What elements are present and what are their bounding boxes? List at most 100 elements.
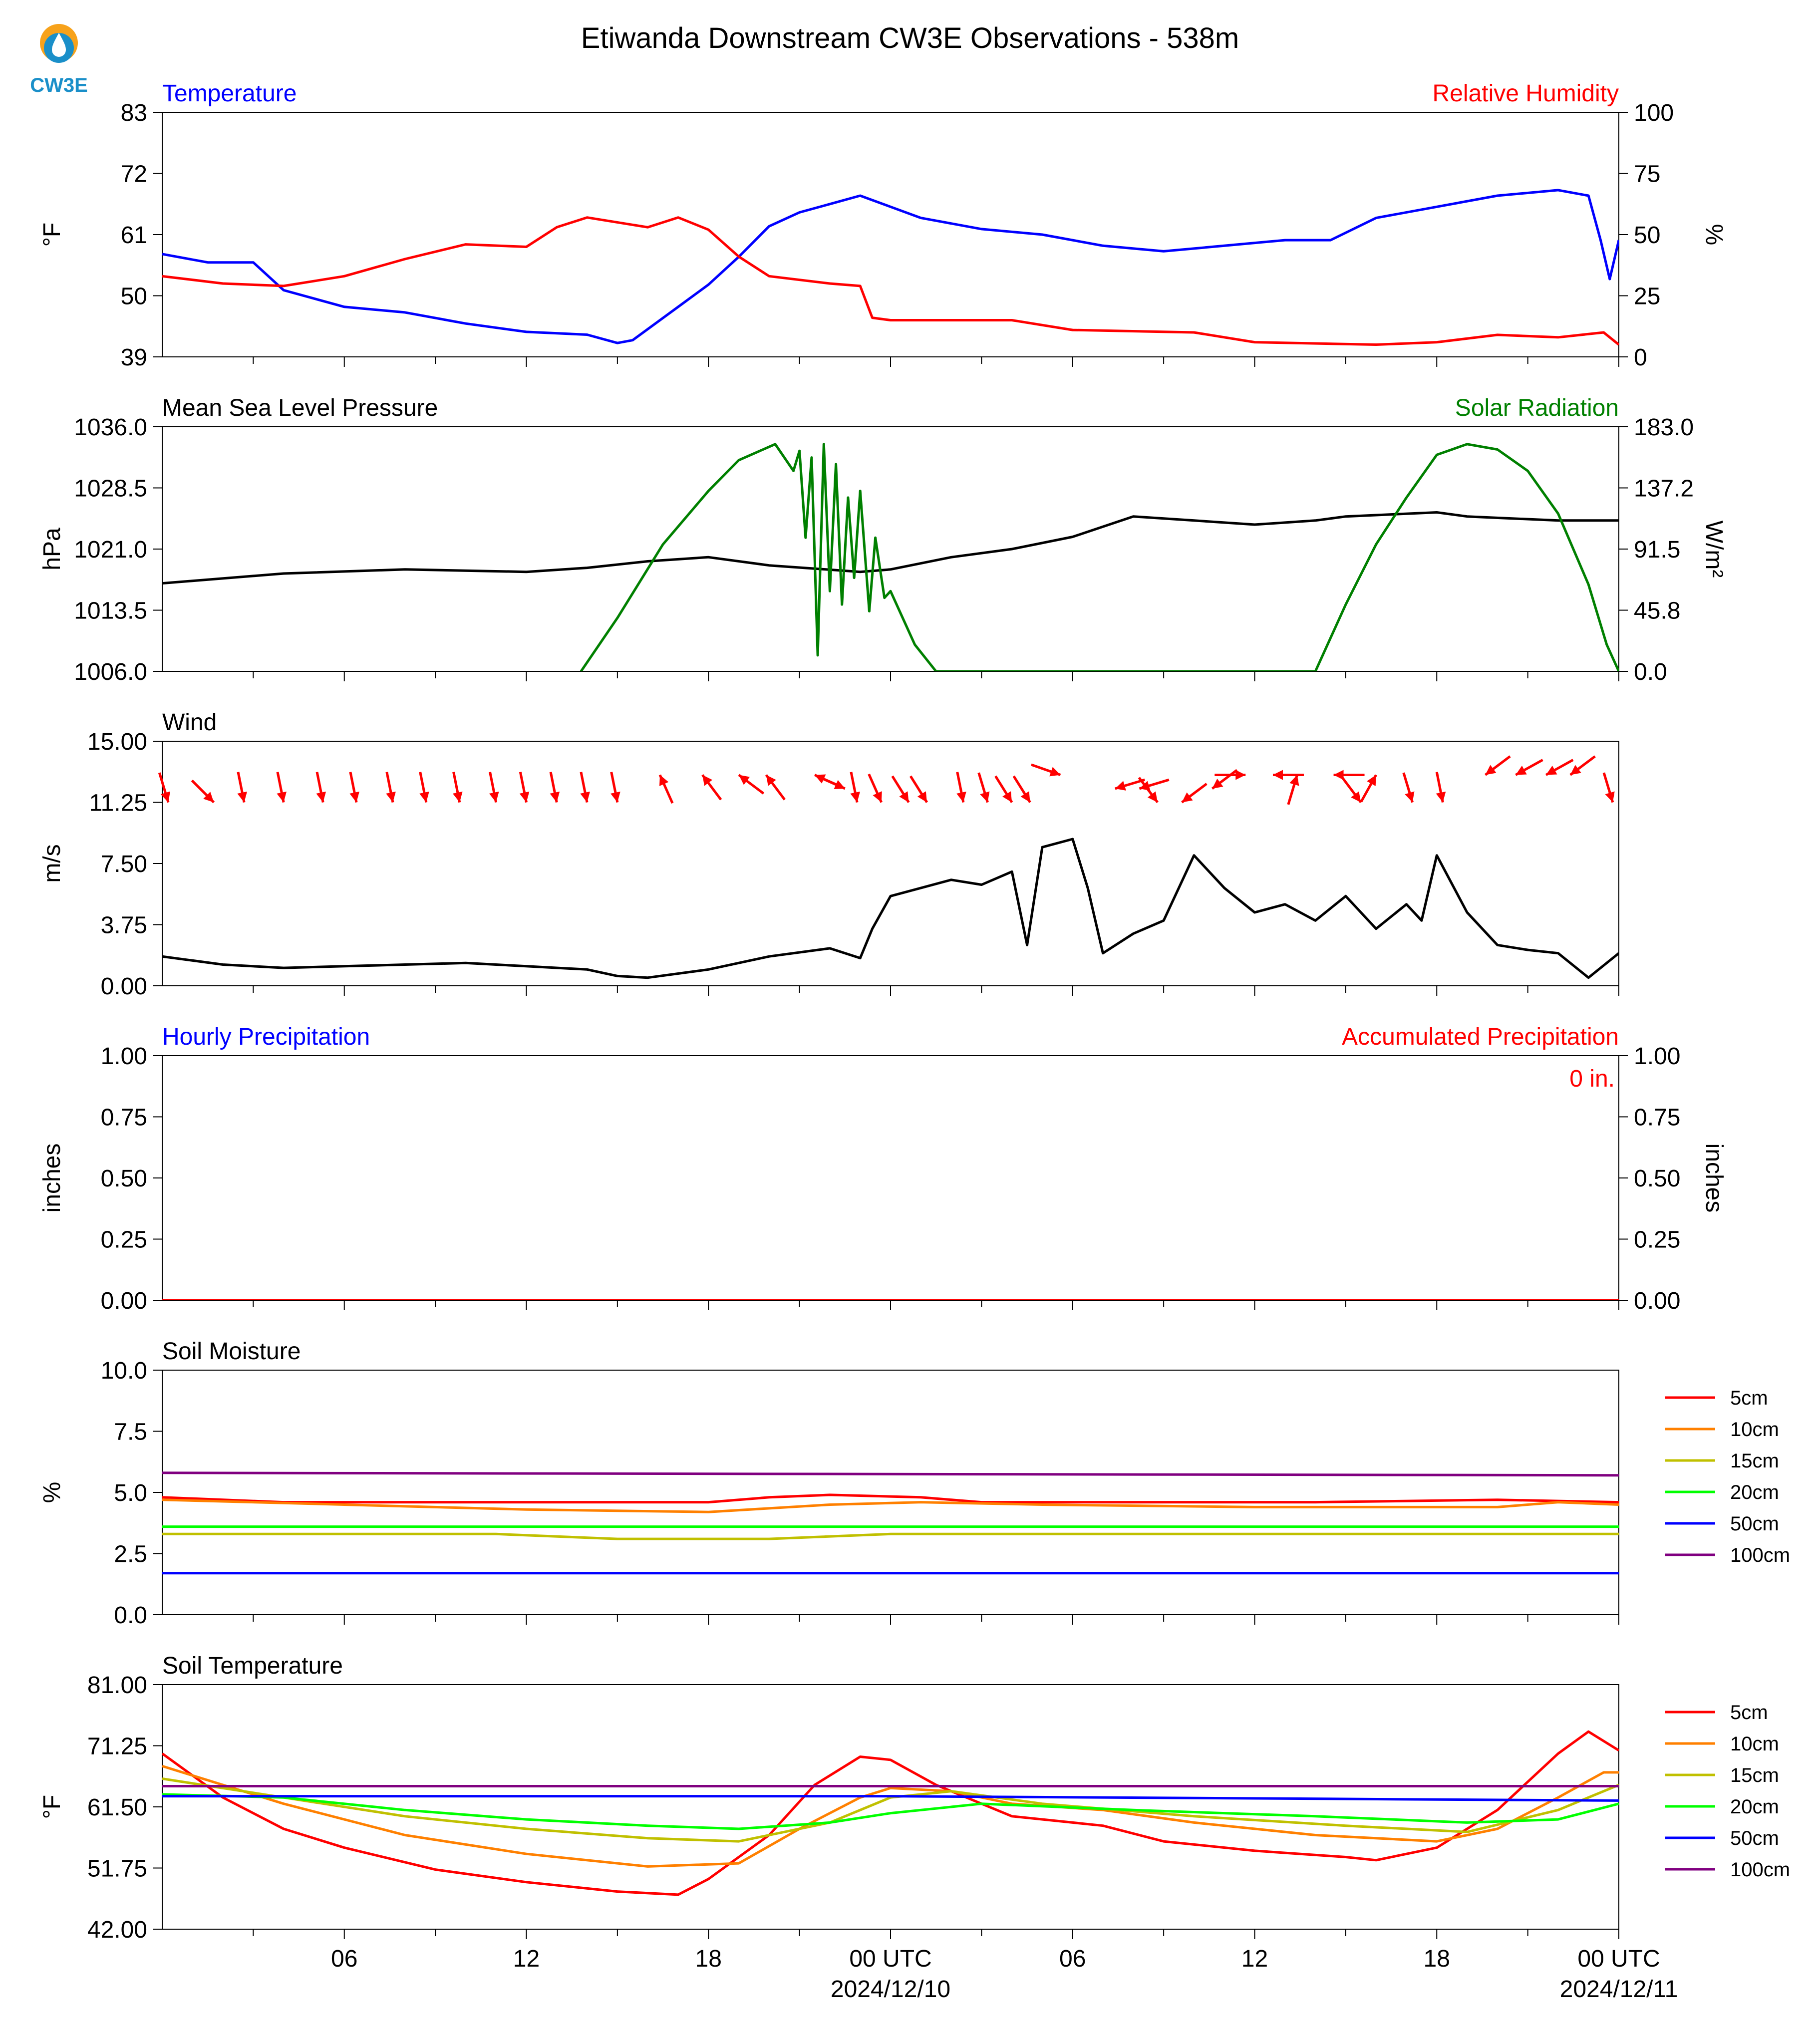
y2-tick-label: 45.8: [1634, 598, 1680, 624]
y-tick-label: 1021.0: [74, 537, 147, 563]
legend-label: 10cm: [1730, 1419, 1779, 1441]
wind-arrow-head: [580, 791, 590, 803]
wind-arrow-head: [1333, 770, 1344, 780]
wind-arrow: [1360, 774, 1377, 803]
wind-arrow-head: [550, 791, 560, 803]
y2-tick-label: 0: [1634, 344, 1647, 371]
wind-arrow-head: [419, 791, 429, 803]
y-tick-label: 7.5: [114, 1419, 147, 1446]
x-tick-label: 06: [331, 1946, 357, 1972]
y-tick-label: 3.75: [101, 912, 147, 939]
y-tick-label: 61.50: [87, 1794, 147, 1821]
series-group: [162, 838, 1619, 979]
legend-label: 20cm: [1730, 1796, 1779, 1818]
y-tick-label: 72: [121, 161, 147, 188]
wind-arrow: [549, 772, 560, 803]
wind-arrow: [1341, 777, 1362, 803]
wind-arrow-head: [702, 775, 713, 786]
wind-arrow-head: [1020, 791, 1030, 803]
wind-arrow: [1031, 763, 1061, 777]
wind-arrow-head: [1436, 791, 1446, 803]
series-line-temperature: [162, 189, 1619, 344]
x-tick-label: 12: [513, 1946, 540, 1972]
wind-arrow: [765, 774, 786, 801]
wind-arrow-head: [1212, 779, 1223, 789]
wind-arrow-head: [1272, 770, 1283, 780]
series-line-15cm: [162, 1532, 1619, 1540]
wind-arrow: [738, 774, 765, 795]
y-tick-label: 1028.5: [74, 476, 147, 502]
series-line-relative-humidity: [162, 216, 1619, 346]
wind-arrow: [1211, 769, 1238, 790]
wind-arrow-head: [237, 791, 248, 803]
panel-right-title: Accumulated Precipitation: [1342, 1024, 1619, 1050]
series-group: [162, 1471, 1619, 1575]
series-line-5cm: [162, 1730, 1619, 1896]
wind-arrow: [1012, 775, 1031, 803]
wind-arrow-head: [766, 775, 776, 786]
series-group: [162, 189, 1619, 346]
panel-left-title: Soil Temperature: [162, 1653, 343, 1679]
y2-tick-label: 0.25: [1634, 1227, 1680, 1253]
y-axis-label: inches: [39, 1144, 65, 1213]
y-tick-label: 1.00: [101, 1043, 147, 1070]
y2-tick-label: 75: [1634, 161, 1660, 188]
wind-arrow-head: [850, 791, 861, 803]
panel-3: Wind 0.00 3.75 7.50 11.25 15.00 m/s: [39, 709, 1619, 1000]
panel-left-title: Wind: [162, 709, 217, 736]
y2-tick-label: 100: [1634, 100, 1674, 126]
wind-arrow: [1435, 772, 1446, 803]
series-group: [162, 443, 1619, 671]
y2-tick-label: 0.00: [1634, 1288, 1680, 1314]
wind-arrow-head: [349, 791, 359, 803]
wind-arrow-head: [1182, 792, 1193, 803]
legend-label: 5cm: [1730, 1387, 1768, 1409]
y-tick-label: 51.75: [87, 1856, 147, 1882]
panel-left-title: Temperature: [162, 80, 297, 107]
cw3e-logo: CW3E: [30, 24, 88, 96]
wind-arrow: [994, 775, 1013, 803]
x-axis-labels: 06 12 18 00 UTC 2024/12/10 06 12 18 00 UTC 2024/1…: [331, 1946, 1678, 2003]
series-line-wind-speed: [162, 838, 1619, 979]
wind-arrow-head: [160, 791, 170, 803]
y-tick-label: 5.0: [114, 1480, 147, 1506]
y-tick-label: 61: [121, 222, 147, 249]
wind-arrow-head: [316, 791, 326, 803]
panel-4: Hourly Precipitation Accumulated Precipit…: [39, 1024, 1727, 1314]
y-tick-label: 7.50: [101, 851, 147, 877]
y2-axis-label: W/m²: [1701, 521, 1727, 578]
logo-text: CW3E: [30, 74, 88, 96]
panel-6: Soil Temperature 42.00 51.75 61.50 71.25 81.0…: [39, 1653, 1790, 1943]
series-line-5cm: [162, 1493, 1619, 1504]
wind-arrow-head: [873, 791, 882, 803]
wind-arrow-head: [1289, 775, 1299, 786]
panel-right-title: Relative Humidity: [1433, 80, 1619, 107]
wind-arrow-head: [1147, 791, 1158, 803]
wind-arrow-head: [453, 791, 463, 803]
wind-arrow-head: [610, 791, 620, 803]
wind-arrow-head: [899, 791, 909, 803]
panel-left-title: Soil Moisture: [162, 1338, 301, 1365]
wind-arrow-head: [1115, 781, 1126, 791]
x-tick-label: 18: [695, 1946, 722, 1972]
series-line-15cm: [162, 1777, 1619, 1843]
y-tick-label: 1036.0: [74, 414, 147, 441]
y-tick-label: 71.25: [87, 1734, 147, 1760]
y2-tick-label: 91.5: [1634, 537, 1680, 563]
wind-arrow: [580, 772, 590, 803]
y-tick-label: 42.00: [87, 1917, 147, 1943]
y-tick-label: 0.50: [101, 1165, 147, 1192]
y-axis-label: hPa: [39, 528, 65, 571]
wind-arrow-head: [659, 775, 669, 786]
y2-tick-label: 183.0: [1634, 414, 1694, 441]
wind-arrow: [315, 772, 326, 803]
y-axis-label: °F: [39, 1795, 65, 1819]
y2-axis-label: inches: [1701, 1144, 1727, 1213]
wind-arrow-head: [1367, 775, 1376, 786]
y-tick-label: 83: [121, 100, 147, 126]
series-line-50cm: [162, 1795, 1619, 1802]
series-line-solar-radiation: [580, 443, 1619, 671]
wind-arrow: [419, 772, 429, 803]
wind-arrow: [1138, 777, 1159, 803]
